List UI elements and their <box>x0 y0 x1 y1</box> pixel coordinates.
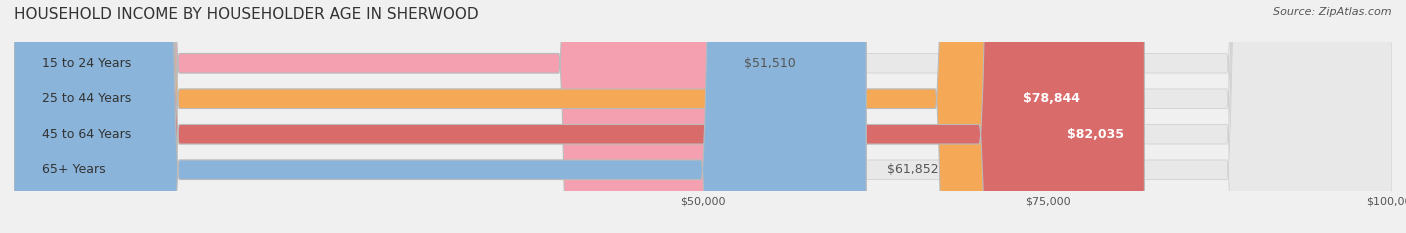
FancyBboxPatch shape <box>14 0 866 233</box>
FancyBboxPatch shape <box>14 0 724 233</box>
Text: 15 to 24 Years: 15 to 24 Years <box>42 57 131 70</box>
Text: $78,844: $78,844 <box>1022 92 1080 105</box>
FancyBboxPatch shape <box>14 0 1101 233</box>
Text: HOUSEHOLD INCOME BY HOUSEHOLDER AGE IN SHERWOOD: HOUSEHOLD INCOME BY HOUSEHOLDER AGE IN S… <box>14 7 478 22</box>
FancyBboxPatch shape <box>14 0 1392 233</box>
FancyBboxPatch shape <box>14 0 1392 233</box>
Text: $61,852: $61,852 <box>887 163 939 176</box>
Text: 45 to 64 Years: 45 to 64 Years <box>42 128 131 141</box>
Text: 25 to 44 Years: 25 to 44 Years <box>42 92 131 105</box>
Text: $82,035: $82,035 <box>1067 128 1123 141</box>
FancyBboxPatch shape <box>14 0 1144 233</box>
Text: $51,510: $51,510 <box>744 57 796 70</box>
FancyBboxPatch shape <box>14 0 1392 233</box>
FancyBboxPatch shape <box>14 0 1392 233</box>
Text: 65+ Years: 65+ Years <box>42 163 105 176</box>
Text: Source: ZipAtlas.com: Source: ZipAtlas.com <box>1274 7 1392 17</box>
